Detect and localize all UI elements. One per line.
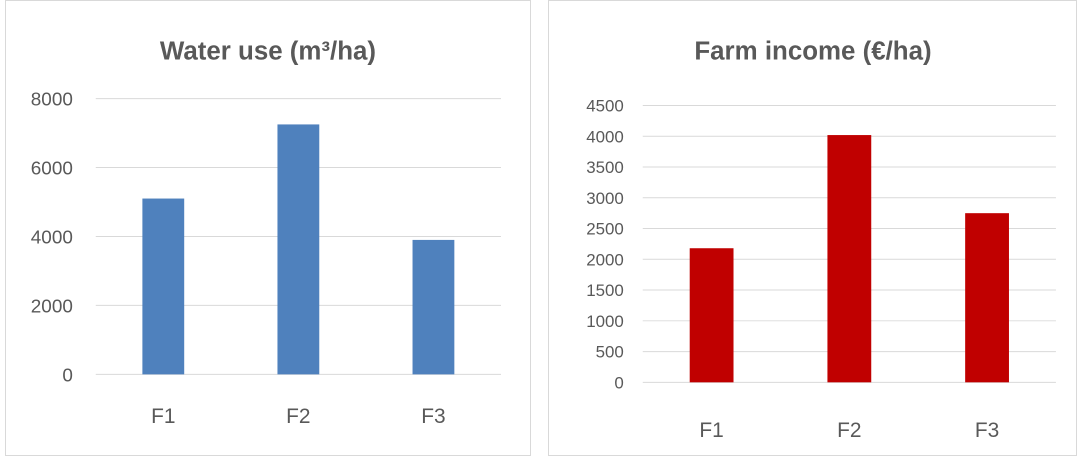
y-tick-label: 0: [614, 373, 623, 392]
y-axis-ticks: 0 2000 4000 6000 8000: [31, 90, 73, 387]
chart-title: Water use (m³/ha): [160, 38, 376, 66]
y-tick-label: 4500: [586, 97, 624, 116]
y-tick-label: 6000: [31, 158, 73, 179]
y-tick-label: 3500: [586, 158, 624, 177]
x-tick-label: F2: [837, 419, 861, 442]
water-use-chart: Water use (m³/ha) 0 2000 4000 6000 8000 F1 F2…: [5, 0, 531, 456]
bar-f3: [965, 213, 1009, 383]
farm-income-chart-svg: Farm income (€/ha) 0 500 1000 1500 2000 2500 3…: [586, 38, 1056, 442]
y-axis-ticks: 0 500 1000 1500 2000 2500 3000 3500 4000 4500: [586, 97, 624, 393]
y-tick-label: 4000: [586, 127, 624, 146]
x-tick-label: F2: [286, 405, 310, 428]
bars: [142, 124, 455, 375]
x-tick-label: F1: [699, 419, 723, 442]
chart-title: Farm income (€/ha): [694, 38, 931, 66]
farm-income-chart: Farm income (€/ha) 0 500 1000 1500 2000 2500 3…: [548, 0, 1077, 456]
x-tick-label: F3: [421, 405, 445, 428]
y-tick-label: 8000: [31, 90, 73, 111]
bars: [689, 135, 1009, 383]
bar-f2: [827, 135, 872, 383]
x-axis-ticks: F1 F2 F3: [151, 405, 446, 428]
x-axis-ticks: F1 F2 F3: [699, 419, 999, 442]
y-tick-label: 4000: [31, 227, 73, 248]
y-tick-label: 2500: [586, 220, 624, 239]
bar-f2: [277, 124, 320, 375]
y-tick-label: 0: [62, 365, 73, 386]
water-use-chart-svg: Water use (m³/ha) 0 2000 4000 6000 8000 F1 F2…: [31, 38, 501, 428]
y-tick-label: 1000: [586, 312, 624, 331]
y-tick-label: 3000: [586, 189, 624, 208]
y-tick-label: 1500: [586, 281, 624, 300]
x-tick-label: F1: [151, 405, 175, 428]
bar-f1: [689, 248, 734, 383]
bar-f3: [412, 239, 455, 375]
bar-f1: [142, 198, 185, 375]
y-tick-label: 2000: [586, 250, 624, 269]
x-tick-label: F3: [975, 419, 999, 442]
y-tick-label: 2000: [31, 296, 73, 317]
y-tick-label: 500: [596, 343, 624, 362]
